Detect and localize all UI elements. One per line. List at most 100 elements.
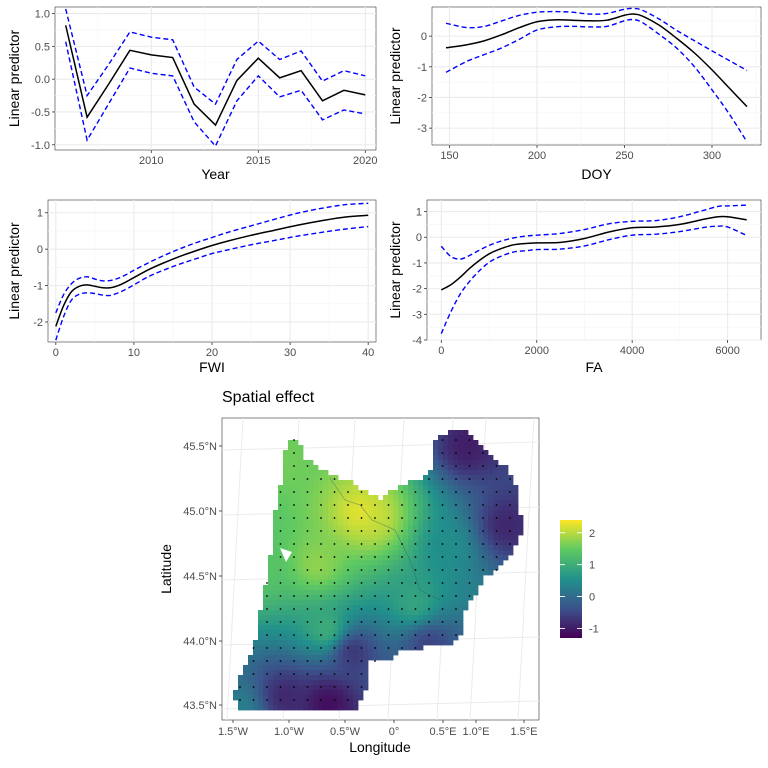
- map-cell: [448, 485, 454, 491]
- map-cell: [473, 570, 479, 576]
- map-cell: [343, 700, 349, 706]
- map-cell: [328, 490, 334, 496]
- map-cell: [348, 690, 354, 696]
- map-cell: [298, 610, 304, 616]
- map-cell: [448, 630, 454, 636]
- map-cell: [508, 510, 514, 516]
- map-cell: [483, 555, 489, 561]
- map-cell: [383, 585, 389, 591]
- map-cell: [263, 625, 269, 631]
- map-point: [293, 530, 295, 532]
- x-axis-title-doy: DOY: [581, 166, 612, 182]
- map-cell: [488, 555, 494, 561]
- map-cell: [428, 560, 434, 566]
- map-cell: [393, 600, 399, 606]
- map-cell: [483, 465, 489, 471]
- map-cell: [303, 460, 309, 466]
- map-cell: [338, 600, 344, 606]
- map-cell: [273, 625, 279, 631]
- map-cell: [493, 470, 499, 476]
- map-cell: [383, 600, 389, 606]
- map-cell: [508, 480, 514, 486]
- map-cell: [478, 505, 484, 511]
- map-point: [401, 634, 403, 636]
- map-point: [266, 634, 268, 636]
- map-cell: [313, 515, 319, 521]
- map-cell: [463, 510, 469, 516]
- map-cell: [363, 685, 369, 691]
- map-cell: [338, 670, 344, 676]
- map-cell: [378, 650, 384, 656]
- map-cell: [353, 490, 359, 496]
- map-cell: [303, 485, 309, 491]
- map-cell: [393, 530, 399, 536]
- map-cell: [478, 455, 484, 461]
- map-cell: [363, 590, 369, 596]
- map-cell: [308, 495, 314, 501]
- map-cell: [333, 600, 339, 606]
- map-cell: [338, 485, 344, 491]
- map-cell: [348, 550, 354, 556]
- map-cell: [393, 565, 399, 571]
- map-cell: [323, 595, 329, 601]
- map-cell: [293, 535, 299, 541]
- map-cell: [493, 565, 499, 571]
- map-cell: [323, 520, 329, 526]
- map-point: [374, 595, 376, 597]
- map-point: [347, 660, 349, 662]
- map-cell: [388, 640, 394, 646]
- map-cell: [308, 480, 314, 486]
- map-cell: [343, 630, 349, 636]
- map-point: [401, 569, 403, 571]
- map-cell: [443, 520, 449, 526]
- map-cell: [413, 585, 419, 591]
- map-cell: [283, 585, 289, 591]
- map-cell: [443, 610, 449, 616]
- map-cell: [508, 550, 514, 556]
- map-cell: [368, 610, 374, 616]
- map-cell: [288, 600, 294, 606]
- map-cell: [378, 535, 384, 541]
- map-point: [279, 634, 282, 636]
- map-cell: [333, 635, 339, 641]
- map-cell: [353, 665, 359, 671]
- map-lon-ticks: 1.5°W 1.0°W 0.5°W 0° 0.5°E 1.0°E 1.5°E: [218, 720, 538, 738]
- map-cell: [398, 510, 404, 516]
- tick-label-x: 4000: [620, 345, 644, 357]
- map-cell: [443, 575, 449, 581]
- map-cell: [358, 560, 364, 566]
- map-cell: [258, 645, 264, 651]
- map-cell: [353, 520, 359, 526]
- map-cell: [458, 510, 464, 516]
- map-cell: [398, 580, 404, 586]
- map-cell: [338, 480, 344, 486]
- map-cell: [338, 640, 344, 646]
- map-cell: [288, 625, 294, 631]
- map-cell: [453, 625, 459, 631]
- map-cell: [333, 645, 339, 651]
- map-cell: [283, 685, 289, 691]
- map-cell: [378, 610, 384, 616]
- map-cell: [478, 470, 484, 476]
- map-point: [360, 647, 363, 649]
- map-cell: [343, 560, 349, 566]
- map-cell: [283, 615, 289, 621]
- map-cell: [368, 575, 374, 581]
- map-cell: [383, 525, 389, 531]
- map-cell: [238, 675, 244, 681]
- map-cell: [453, 510, 459, 516]
- map-cell: [363, 650, 369, 656]
- map-cell: [303, 605, 309, 611]
- map-cell: [273, 630, 279, 636]
- map-cell: [328, 665, 334, 671]
- map-cell: [313, 560, 319, 566]
- map-cell: [363, 615, 369, 621]
- map-cell: [303, 530, 309, 536]
- map-cell: [273, 690, 279, 696]
- map-cell: [293, 470, 299, 476]
- map-cell: [288, 565, 294, 571]
- map-cell: [358, 640, 364, 646]
- map-cell: [323, 575, 329, 581]
- map-cell: [308, 630, 314, 636]
- map-cell: [458, 530, 464, 536]
